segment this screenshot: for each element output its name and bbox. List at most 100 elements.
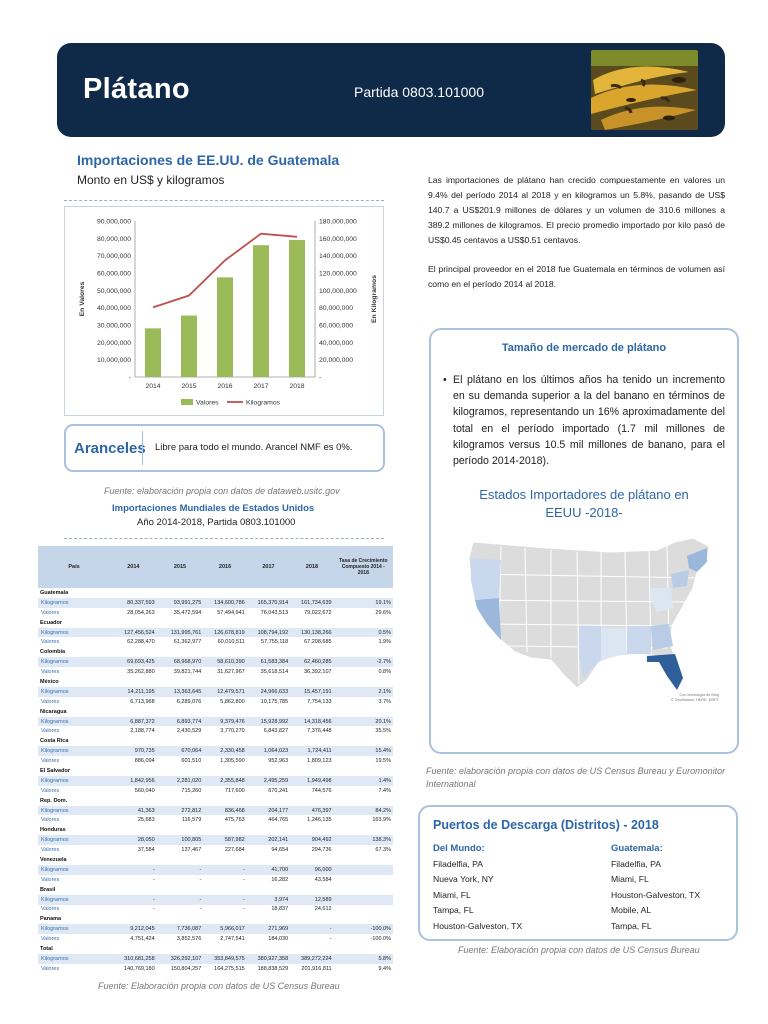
table-cell: 12,589	[290, 894, 334, 905]
ports-source: Fuente: Elaboración propia con datos de …	[458, 945, 700, 955]
row-label: Valores	[38, 785, 111, 796]
table-row: Valores - - -16,282 43,584	[38, 874, 393, 885]
us-states-map: Con tecnología de Bing © GeoNames, HERE,…	[461, 528, 723, 714]
table-row: Kilogramos 1,842,956 2,281,020 2,355,848 2,4…	[38, 775, 393, 786]
table-cell: 9,379,476	[203, 716, 247, 727]
y2-tick-label: 20,000,000	[319, 357, 353, 364]
row-label: Kilogramos	[38, 805, 111, 816]
table-cell: -	[203, 894, 247, 905]
ports-world-list: Del Mundo: Filadelfia, PA Nueva York, NY…	[433, 841, 522, 934]
table-cell: 140,769,180	[110, 963, 157, 974]
table-cell: 601,510	[156, 756, 204, 767]
table-cell: 389,272,224	[290, 953, 334, 964]
table-cell: 7,754,133	[290, 696, 334, 707]
ports-world-heading: Del Mundo:	[433, 843, 485, 854]
table-cell: 1,842,956	[110, 775, 157, 786]
row-label: Kilogramos	[38, 716, 111, 727]
table-cell: -	[110, 894, 157, 905]
table-cell: 670,064	[156, 746, 204, 757]
table-cell: 138.3%	[333, 835, 393, 846]
market-size-bullet: El plátano en los últimos años ha tenido…	[443, 372, 725, 469]
table-cell: -	[110, 904, 157, 915]
table-cell: 272,812	[156, 805, 204, 816]
country-name: Venezuela	[40, 856, 67, 863]
header-2014: 2014	[110, 546, 157, 588]
row-label: Valores	[38, 963, 111, 974]
table-cell: 57,755,118	[246, 637, 291, 648]
table-cell: 57,494,941	[203, 607, 247, 618]
table-cell: -	[290, 934, 334, 945]
row-label: Valores	[38, 815, 111, 826]
table-cell: 836,468	[203, 805, 247, 816]
table-cell: 0.5%	[333, 627, 393, 638]
table-cell: 61,362,977	[156, 637, 204, 648]
row-label: Valores	[38, 726, 111, 737]
table-cell: 201,916,811	[290, 963, 334, 974]
table-row: Valores 6,713,968 6,289,076 5,862,800 10,175…	[38, 696, 393, 707]
y-tick-label: 10,000,000	[97, 357, 131, 364]
header-country: País	[38, 546, 111, 588]
imports-table: País 2014 2015 2016 2017 2018 Tasa de Cr…	[38, 546, 393, 974]
table-cell: 184,030	[246, 934, 291, 945]
page-title: Plátano	[83, 73, 190, 105]
table-row: Kilogramos 41,363 272,812 836,468 204,177 476…	[38, 805, 393, 816]
market-size-title: Tamaño de mercado de plátano	[501, 342, 667, 354]
table-cell: 9,212,045	[110, 924, 157, 935]
country-name: El Salvador	[40, 767, 70, 774]
y2-tick-label: 180,000,000	[319, 219, 357, 226]
table-cell: 6,893,774	[156, 716, 204, 727]
table-row: Kilogramos - - -3,974 12,589	[38, 894, 393, 905]
table-cell: -100.0%	[333, 924, 393, 935]
table-cell: 2,747,541	[203, 934, 247, 945]
table-cell: 36,392,107	[290, 667, 334, 678]
x-tick-label: 2018	[289, 383, 304, 390]
table-cell: 1,305,590	[203, 756, 247, 767]
table-row: Kilogramos 970,735 670,064 2,330,458 1,064,0…	[38, 746, 393, 757]
legend-label-kilogramos: Kilogramos	[246, 400, 281, 407]
bar-valores	[181, 315, 197, 377]
chart-source: Fuente: elaboración propia con datos de …	[104, 486, 340, 496]
table-cell: 353,849,575	[203, 953, 247, 964]
table-cell: -	[203, 874, 247, 885]
y2-axis-title: En Kilogramos	[371, 275, 378, 323]
table-cell: 29.6%	[333, 607, 393, 618]
list-item: Tampa, FL	[433, 905, 474, 915]
imports-section-title: Importaciones de EE.UU. de Guatemala	[77, 152, 340, 168]
table-cell: 12,479,571	[203, 686, 247, 697]
header-2017: 2017	[246, 546, 291, 588]
ports-box: Puertos de Descarga (Distritos) - 2018 D…	[418, 805, 738, 941]
table-cell: -	[203, 864, 247, 875]
table-row: Valores 25,683 116,579 475,763 464,765 1,246,…	[38, 815, 393, 826]
table-cell: 37,584	[110, 845, 157, 856]
row-label: Kilogramos	[38, 627, 111, 638]
y-tick-label: 30,000,000	[97, 323, 131, 330]
table-source: Fuente: Elaboración propia con datos de …	[98, 981, 340, 991]
row-label: Kilogramos	[38, 924, 111, 935]
map-credit-line1: Con tecnología de Bing	[680, 693, 719, 697]
table-cell: 294,736	[290, 845, 334, 856]
y-axis-title: En Valores	[79, 281, 86, 316]
y-tick-label: 60,000,000	[97, 271, 131, 278]
bar-valores	[253, 245, 269, 377]
table-cell: 7,736,087	[156, 924, 204, 935]
table-row: Kilogramos 80,337,593 93,991,275 134,600,78…	[38, 597, 393, 608]
country-name: Honduras	[40, 827, 66, 834]
table-row: Valores 37,584 137,467 227,684 94,654 294,736…	[38, 845, 393, 856]
bar-valores	[217, 277, 233, 377]
table-cell: 19.5%	[333, 756, 393, 767]
table-cell: 475,763	[203, 815, 247, 826]
row-label: Kilogramos	[38, 835, 111, 846]
table-cell: 204,177	[246, 805, 291, 816]
table-row: Valores 4,751,424 3,852,576 2,747,541 184,03…	[38, 934, 393, 945]
table-row: Kilogramos 6,887,372 6,893,774 9,379,476 15,…	[38, 716, 393, 727]
table-cell: 4,751,424	[110, 934, 157, 945]
table-cell: 886,094	[110, 756, 157, 767]
table-row: Kilogramos 69,693,425 68,968,970 58,610,390…	[38, 657, 393, 668]
table-row: Kilogramos 28,050 100,805 587,982 202,141 904…	[38, 835, 393, 846]
table-cell: -	[110, 864, 157, 875]
table-cell: 2.1%	[333, 686, 393, 697]
table-cell: -	[110, 874, 157, 885]
table-cell: 69,693,425	[110, 657, 157, 668]
table-cell: 96,000	[290, 864, 334, 875]
table-row: Kilogramos 310,681,258 326,292,107 353,849,…	[38, 953, 393, 964]
